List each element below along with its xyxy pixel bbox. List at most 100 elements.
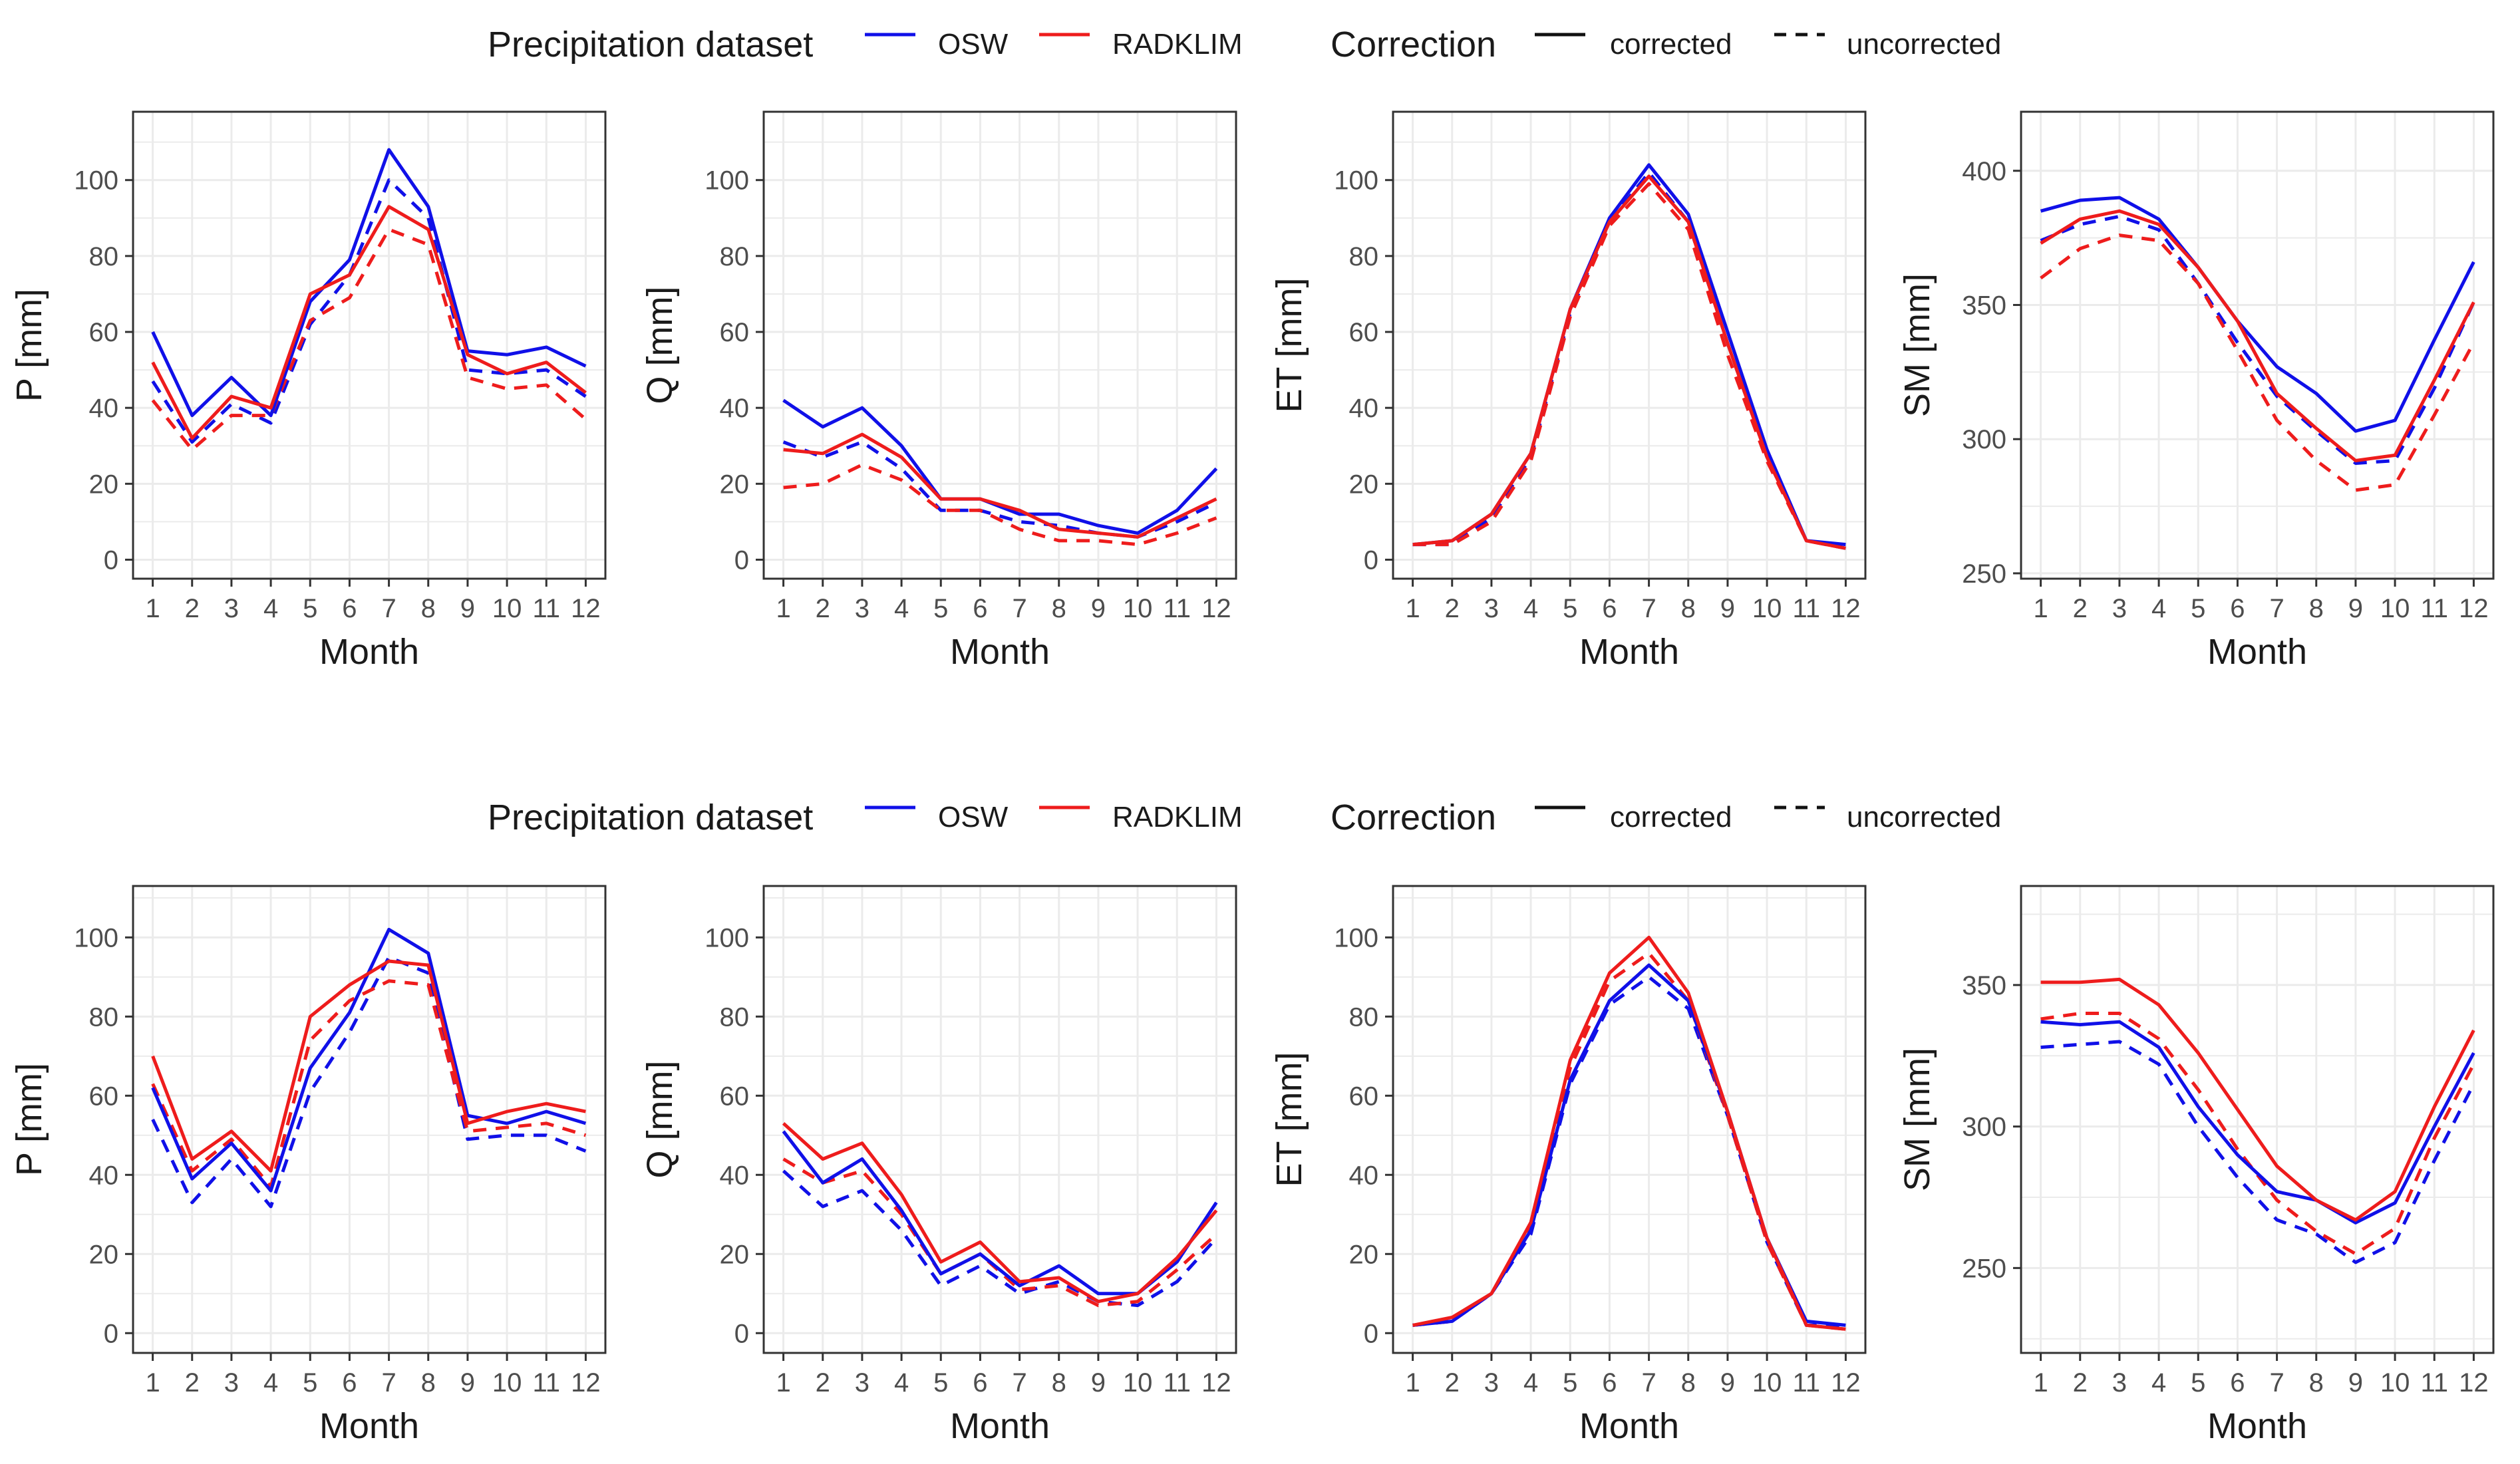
x-tick-label: 9 (1720, 1368, 1735, 1397)
x-tick-label: 3 (2112, 1368, 2127, 1397)
x-tick-label: 8 (1052, 1368, 1066, 1397)
x-tick-label: 6 (973, 1368, 987, 1397)
x-tick-label: 9 (2348, 1368, 2363, 1397)
x-tick-label: 7 (2269, 1368, 2284, 1397)
x-tick-label: 10 (492, 1368, 522, 1397)
x-axis-title: Month (1579, 1406, 1679, 1446)
y-tick-label: 40 (89, 1161, 119, 1190)
y-tick-label: 400 (1962, 157, 2006, 186)
y-axis-title: P [mm] (9, 1063, 49, 1176)
x-tick-label: 6 (1602, 594, 1617, 623)
y-tick-label: 20 (89, 470, 119, 499)
series-osw-corrected (782, 1130, 1218, 1296)
x-tick-label: 1 (145, 1368, 160, 1397)
x-tick-label: 11 (532, 594, 560, 623)
y-axis-title: P [mm] (9, 289, 49, 402)
y-tick-label: 80 (89, 1002, 119, 1032)
x-tick-label: 7 (1641, 1368, 1656, 1397)
x-tick-label: 3 (224, 1368, 239, 1397)
x-tick-label: 9 (1091, 1368, 1106, 1397)
x-tick-label: 9 (1720, 594, 1735, 623)
x-tick-label: 5 (2191, 1368, 2205, 1397)
x-tick-label: 5 (303, 594, 317, 623)
x-tick-label: 10 (1123, 594, 1153, 623)
x-tick-label: 12 (571, 1368, 601, 1397)
x-tick-label: 10 (2380, 594, 2410, 623)
x-tick-label: 7 (1012, 594, 1026, 623)
x-tick-label: 2 (816, 1368, 830, 1397)
legend-osw-label: OSW (938, 801, 1009, 833)
x-tick-label: 5 (1563, 594, 1577, 623)
x-tick-label: 1 (1405, 594, 1420, 623)
x-tick-label: 12 (1831, 594, 1861, 623)
series-osw-corrected (2040, 196, 2475, 433)
panel-frame (1392, 110, 1867, 580)
x-tick-label: 6 (2230, 1368, 2245, 1397)
panel-frame (132, 885, 607, 1354)
legend-radklim-label: RADKLIM (1112, 801, 1243, 833)
x-tick-label: 1 (145, 594, 160, 623)
series-radklim-uncorrected (2040, 1012, 2475, 1256)
y-tick-label: 80 (89, 242, 119, 271)
y-tick-label: 60 (1349, 318, 1379, 347)
x-tick-label: 4 (263, 594, 278, 623)
x-tick-label: 5 (2191, 594, 2205, 623)
panel-frame (762, 885, 1237, 1354)
y-axis-title: ET [mm] (1269, 1052, 1309, 1187)
x-tick-label: 7 (381, 594, 396, 623)
series-radklim-corrected (2040, 209, 2475, 462)
x-tick-label: 2 (1445, 594, 1460, 623)
y-tick-label: 300 (1962, 1113, 2006, 1142)
x-tick-label: 5 (933, 594, 948, 623)
x-axis-title: Month (1579, 632, 1679, 672)
y-tick-label: 0 (734, 545, 749, 575)
y-tick-label: 60 (720, 318, 750, 347)
x-tick-label: 8 (2309, 1368, 2324, 1397)
y-tick-label: 350 (1962, 971, 2006, 1000)
x-tick-label: 3 (2112, 594, 2127, 623)
panel-frame (132, 110, 607, 580)
y-tick-label: 60 (89, 318, 119, 347)
x-tick-label: 9 (460, 594, 475, 623)
legend-uncorrected-label: uncorrected (1847, 28, 2002, 61)
x-tick-label: 3 (224, 594, 239, 623)
x-tick-label: 7 (1641, 594, 1656, 623)
x-tick-label: 2 (1445, 1368, 1460, 1397)
x-tick-label: 8 (421, 1368, 436, 1397)
y-tick-label: 0 (104, 1319, 118, 1348)
x-tick-label: 10 (2380, 1368, 2410, 1397)
y-tick-label: 100 (74, 923, 118, 952)
series-osw-corrected (151, 148, 587, 418)
x-tick-label: 8 (421, 594, 436, 623)
y-tick-label: 40 (720, 394, 750, 423)
y-tick-label: 100 (1334, 166, 1378, 196)
x-tick-label: 6 (342, 1368, 357, 1397)
x-tick-label: 2 (2073, 594, 2088, 623)
legend-corrected-key (1535, 805, 1585, 809)
series-osw-corrected (2040, 1020, 2475, 1225)
y-tick-label: 0 (734, 1319, 749, 1348)
y-tick-label: 80 (720, 242, 750, 271)
series-osw-uncorrected (151, 178, 587, 444)
y-tick-label: 250 (1962, 1254, 2006, 1283)
x-tick-label: 1 (776, 594, 790, 623)
series-radklim-corrected (1412, 935, 1846, 1331)
x-tick-label: 1 (776, 1368, 790, 1397)
y-tick-label: 100 (1334, 923, 1378, 952)
x-tick-label: 6 (2230, 594, 2245, 623)
x-tick-label: 10 (1123, 1368, 1153, 1397)
x-tick-label: 4 (2151, 594, 2166, 623)
y-tick-label: 300 (1962, 425, 2006, 454)
legend-osw-label: OSW (938, 28, 1009, 61)
x-tick-label: 4 (2151, 1368, 2166, 1397)
legend-uncorrected-key (1774, 805, 1825, 809)
y-tick-label: 0 (1364, 545, 1378, 575)
x-axis-title: Month (950, 1406, 1050, 1446)
x-tick-label: 12 (1201, 1368, 1231, 1397)
x-tick-label: 6 (342, 594, 357, 623)
x-tick-label: 11 (1163, 594, 1191, 623)
x-axis-title: Month (319, 632, 419, 672)
legend-uncorrected-key (1774, 33, 1825, 37)
